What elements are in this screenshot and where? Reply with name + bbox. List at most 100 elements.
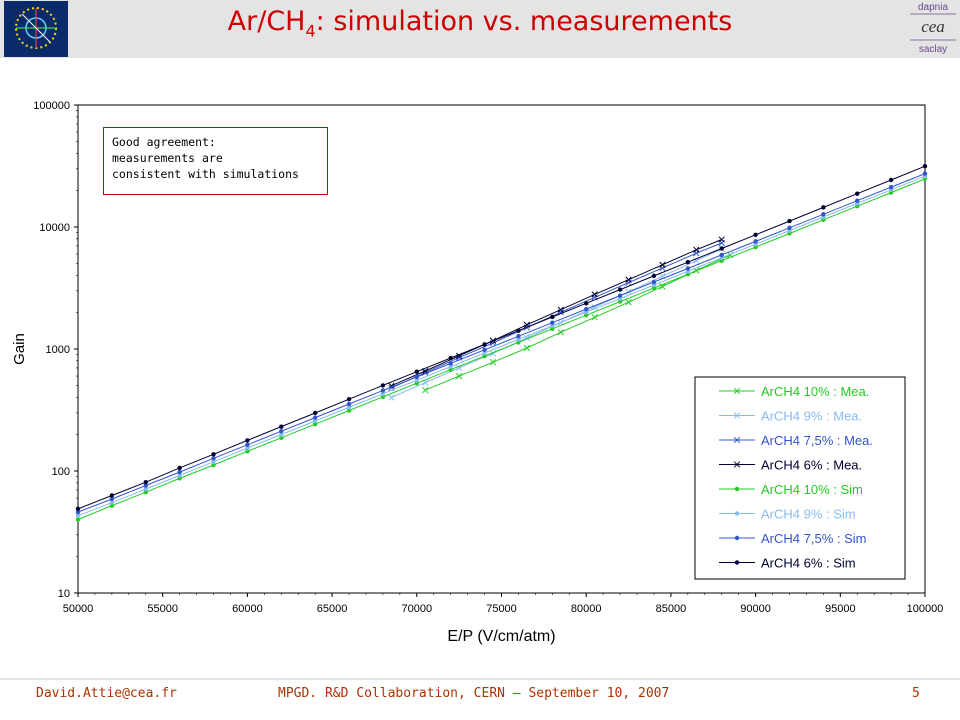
x-tick-label: 70000 [402, 603, 433, 615]
x-tick-label: 55000 [147, 603, 178, 615]
x-marker-stroke [693, 246, 700, 253]
data-point [617, 293, 623, 298]
data-point [245, 449, 250, 454]
data-point [414, 369, 419, 374]
legend-marker [733, 412, 741, 419]
title-subscript: 4 [305, 21, 316, 41]
data-point [584, 301, 589, 306]
legend-entry: ArCH4 7,5% : Mea. [719, 433, 873, 448]
data-point [855, 198, 860, 203]
data-point [380, 394, 386, 400]
data-point [719, 246, 724, 251]
data-point [888, 184, 894, 190]
header-bar: Ar/CH4: simulation vs. measurements dapn… [0, 0, 960, 58]
data-point [625, 276, 632, 283]
data-point [550, 323, 555, 329]
data-point [922, 171, 928, 176]
series-5 [75, 173, 928, 518]
data-point [482, 350, 487, 356]
data-point [489, 359, 497, 366]
x-marker-stroke [455, 372, 463, 380]
x-marker-stroke [625, 276, 632, 283]
data-point [787, 225, 792, 230]
data-point [388, 394, 395, 401]
data-point [787, 218, 792, 224]
x-marker-stroke [693, 257, 700, 264]
data-point [143, 483, 148, 488]
x-marker-stroke [591, 314, 598, 321]
legend-marker [733, 436, 741, 444]
series-6 [75, 171, 928, 515]
legend-entry: ArCH4 10% : Sim [719, 482, 863, 497]
data-point [591, 291, 598, 298]
data-point [312, 415, 318, 420]
x-marker-stroke [659, 273, 666, 280]
legend-marker [733, 387, 741, 395]
data-point [922, 164, 928, 169]
legend-label: ArCH4 9% : Mea. [761, 409, 862, 424]
x-marker-stroke [659, 283, 666, 290]
legend-marker [734, 486, 740, 492]
data-point [516, 334, 521, 339]
data-point [346, 401, 352, 407]
x-marker-stroke [422, 386, 429, 394]
data-point [414, 377, 419, 383]
x-marker-stroke [591, 291, 598, 298]
y-tick-label: 10 [58, 588, 70, 600]
x-marker-stroke [718, 236, 725, 243]
x-marker-stroke [422, 379, 429, 386]
data-point [584, 306, 589, 312]
y-tick-label: 100000 [33, 100, 70, 112]
data-point [557, 306, 564, 313]
data-point [177, 473, 182, 478]
legend-label: ArCH4 6% : Sim [761, 556, 856, 571]
x-marker-stroke [422, 367, 429, 375]
data-point [448, 361, 453, 366]
footer-email: David.Attie@cea.fr [36, 686, 177, 701]
data-point [422, 386, 429, 394]
data-point [75, 513, 81, 518]
data-point [109, 496, 115, 502]
y-tick-label: 1000 [46, 344, 70, 356]
x-marker-stroke [625, 279, 632, 286]
data-point [523, 344, 531, 352]
x-tick-label: 65000 [317, 603, 348, 615]
data-point [312, 418, 318, 424]
data-point [279, 428, 284, 434]
legend-entry: ArCH4 6% : Sim [719, 556, 856, 571]
x-tick-label: 60000 [232, 603, 263, 615]
eudet-logo [4, 1, 68, 57]
data-point [550, 314, 555, 320]
legend-entry: ArCH4 10% : Mea. [719, 384, 869, 399]
data-point [143, 490, 148, 495]
data-point [211, 452, 216, 457]
y-tick-label: 10000 [39, 222, 70, 234]
series-line [77, 175, 926, 517]
title-rest: : simulation vs. measurements [315, 6, 733, 37]
data-point [625, 299, 632, 306]
chart-legend: ArCH4 10% : Mea. ArCH4 9% : Mea. ArCH4 7,5… [694, 376, 906, 580]
data-point [380, 383, 386, 388]
logo-line-dapnia: dapnia [918, 2, 948, 13]
data-point [75, 509, 81, 515]
data-point [557, 329, 564, 336]
x-tick-label: 80000 [571, 603, 602, 615]
legend-box [694, 376, 906, 580]
data-point [516, 337, 521, 342]
dapnia-logo: dapnia cea saclay [908, 0, 958, 58]
data-point [279, 424, 284, 429]
series-line [77, 165, 926, 510]
x-tick-label: 100000 [907, 603, 944, 615]
data-point [821, 205, 826, 210]
data-point [753, 239, 758, 244]
x-marker-stroke [733, 412, 741, 419]
logo-line-saclay: saclay [919, 44, 947, 55]
footer-page-number: 5 [912, 686, 920, 701]
annotation-box: Good agreement: measurements are consist… [103, 127, 328, 195]
data-point [75, 506, 81, 511]
data-point [109, 493, 115, 498]
x-marker-stroke [455, 354, 463, 361]
logo-line-cea: cea [921, 17, 945, 36]
x-marker-stroke [557, 329, 564, 336]
x-marker-stroke [523, 321, 531, 328]
